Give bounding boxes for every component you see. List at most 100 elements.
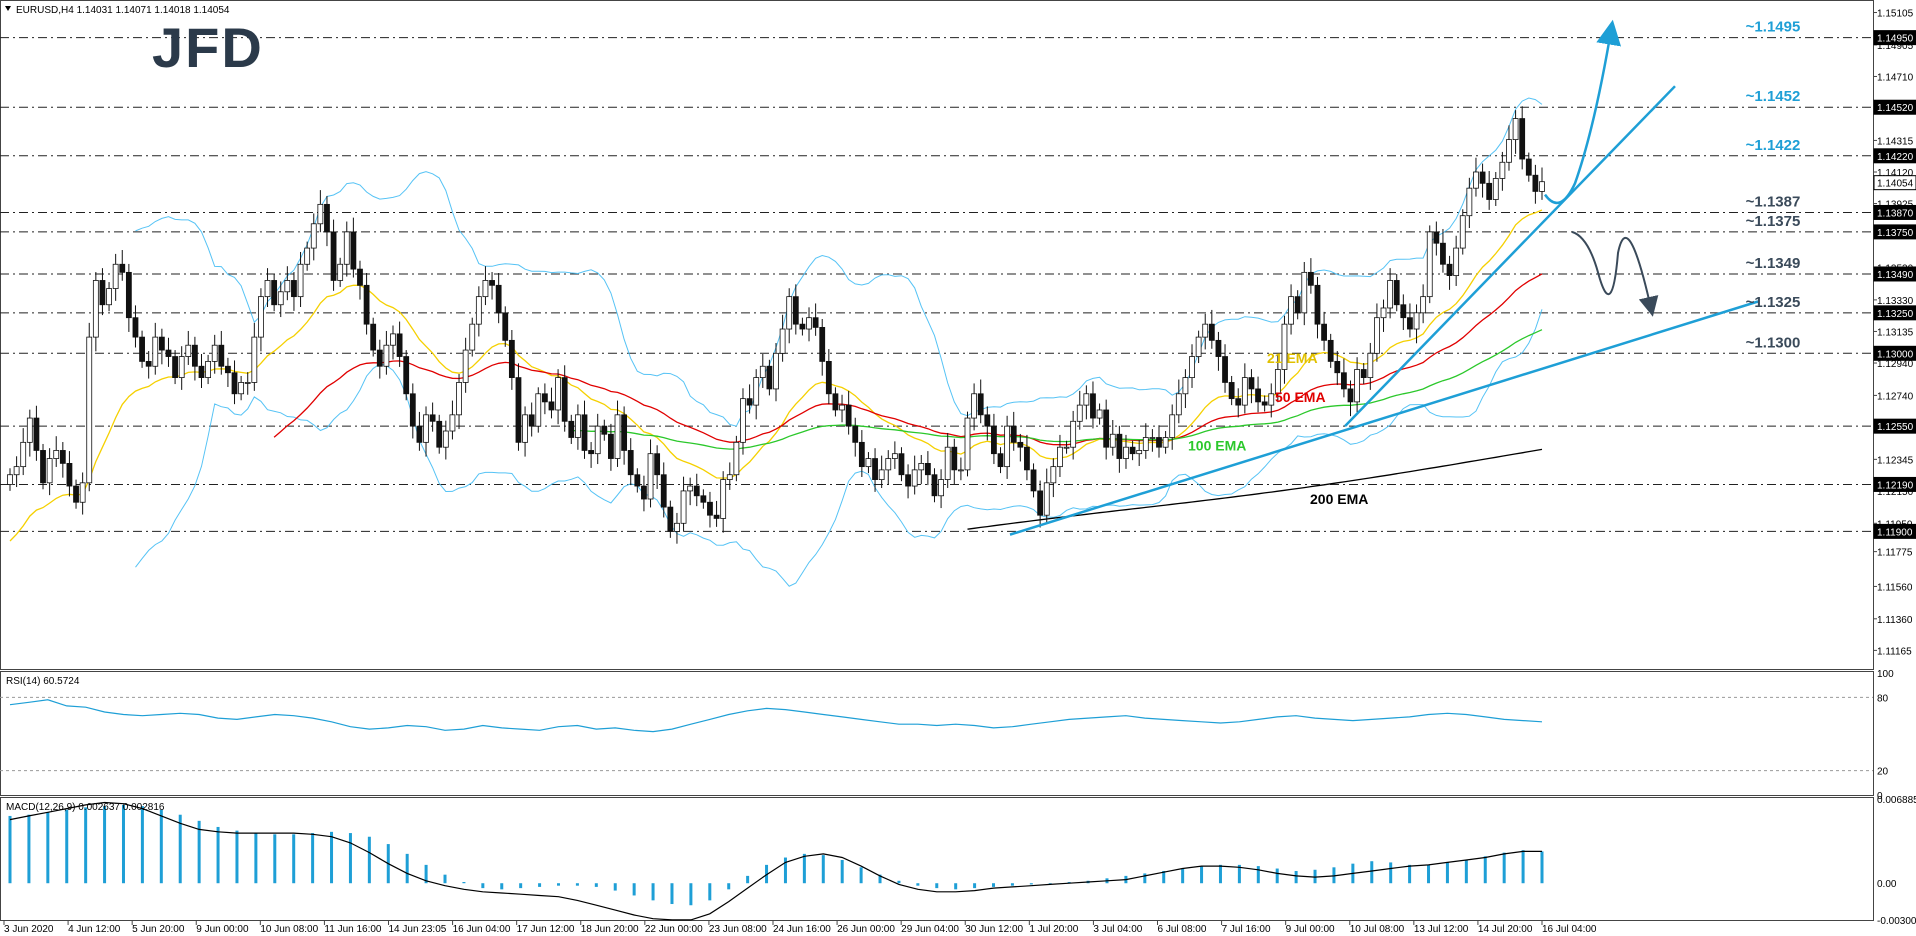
macd-histogram-bar (65, 809, 69, 884)
time-tick-label: 24 Jun 16:00 (773, 924, 831, 935)
bull-candle (86, 336, 93, 484)
macd-histogram-bar (1162, 870, 1166, 884)
macd-histogram-bar (840, 859, 844, 884)
bear-candle (832, 393, 839, 411)
bull-candle (1420, 296, 1427, 314)
price-tick-label: 1.11165 (1877, 646, 1912, 657)
bear-candle (1010, 425, 1017, 443)
bear-candle (198, 365, 205, 378)
bear-candle (608, 433, 614, 459)
time-tick-label: 3 Jul 04:00 (1093, 924, 1142, 935)
macd-histogram-bar (859, 867, 863, 884)
bear-candle (1248, 377, 1255, 390)
rsi-tick-label: 20 (1877, 767, 1889, 778)
bear-candle (1433, 231, 1440, 244)
bull-candle (1189, 356, 1195, 378)
time-tick-label: 30 Jun 12:00 (965, 924, 1023, 935)
bull-candle (337, 263, 344, 281)
bull-candle (462, 349, 469, 383)
bull-candle (1162, 437, 1169, 448)
level-label: ~1.1452 (1746, 88, 1801, 105)
price-tick-label: 1.13135 (1877, 327, 1914, 338)
bull-candle (891, 453, 898, 459)
bear-candle (561, 377, 568, 422)
horizontal-levels (0, 37, 1873, 532)
bull-candle (205, 361, 212, 378)
bull-candle (1301, 271, 1308, 314)
macd-histogram-bar (821, 855, 825, 884)
bear-candle (1156, 437, 1162, 448)
price-marker-box (1873, 175, 1916, 191)
macd-histogram-bar (443, 874, 447, 884)
macd-histogram-bar (746, 875, 750, 884)
bull-candle (938, 479, 944, 497)
macd-histogram-bar (84, 807, 88, 884)
bear-candle (1393, 280, 1400, 306)
bear-candle (502, 312, 509, 341)
bear-candle (872, 458, 878, 480)
bear-candle (746, 398, 753, 406)
bull-candle (238, 382, 245, 395)
price-axis: 1.15105 1.14905 1.14710 1.14520 1.14315 1.142… (1873, 9, 1916, 657)
bear-candle (924, 462, 931, 476)
trendlines (1009, 19, 1759, 536)
bull-candle (1539, 181, 1545, 192)
bull-candle (1473, 171, 1479, 189)
bear-candle (1208, 323, 1215, 341)
macd-histogram-bar (594, 883, 598, 887)
bull-candle (1182, 377, 1189, 395)
bear-candle (852, 425, 859, 443)
bear-candle (601, 425, 608, 435)
macd-histogram-bar (500, 883, 504, 890)
bear-candle (396, 333, 403, 357)
price-marker-box (1873, 30, 1916, 46)
level-label: ~1.1300 (1746, 334, 1801, 351)
bear-candle (707, 501, 713, 516)
bear-candle (1532, 174, 1539, 192)
macd-histogram-bar (992, 883, 996, 887)
bull-candle (390, 333, 396, 346)
bear-candle (541, 393, 548, 403)
bull-candle (1109, 433, 1116, 448)
macd-histogram-bar (897, 880, 901, 884)
jfd-logo: JFD (152, 16, 264, 79)
macd-histogram-bar (651, 883, 655, 901)
bear-candle (370, 323, 377, 351)
price-tick-label: 1.11560 (1877, 582, 1913, 593)
macd-histogram-bar (235, 830, 239, 884)
bear-candle (1129, 446, 1136, 455)
macd-histogram-bar (575, 883, 579, 886)
bull-candle (1387, 280, 1394, 309)
bear-candle (231, 372, 238, 395)
bear-candle (654, 453, 661, 476)
bull-candle (26, 417, 33, 443)
bull-candle (106, 288, 112, 306)
rsi-label: RSI(14) 60.5724 (6, 676, 80, 687)
bear-candle (1030, 469, 1037, 492)
macd-histogram-bar (783, 857, 787, 884)
bull-candle (1149, 437, 1156, 439)
bull-candle (1453, 247, 1460, 276)
price-tick-label: 1.12740 (1877, 391, 1914, 402)
macd-histogram-bar (254, 833, 258, 884)
bull-candle (878, 469, 885, 480)
macd-histogram-bar (1275, 868, 1279, 884)
macd-histogram-bar (292, 834, 296, 884)
bull-candle (555, 377, 561, 411)
bull-candle (1169, 414, 1176, 438)
bullish-projection-arrow (1543, 19, 1622, 205)
bear-candle (568, 420, 575, 438)
time-tick-label: 13 Jul 12:00 (1414, 924, 1469, 935)
level-label: ~1.1422 (1746, 137, 1801, 154)
bear-candle (73, 485, 79, 503)
bull-candle (1050, 466, 1057, 484)
macd-histogram-bar (178, 814, 182, 884)
bull-candle (1142, 437, 1149, 451)
price-tick-label: 1.12345 (1877, 455, 1914, 466)
bull-candle (258, 296, 264, 338)
bear-candle (548, 401, 555, 411)
macd-histogram-bar (1200, 866, 1204, 884)
macd-histogram-bar (632, 883, 636, 896)
bear-candle (905, 474, 911, 487)
macd-histogram-bar (727, 883, 731, 890)
